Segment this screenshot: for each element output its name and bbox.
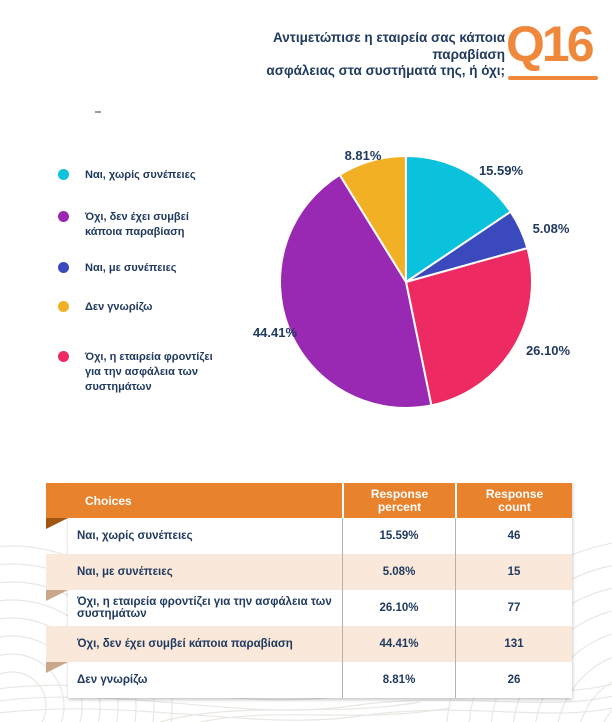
legend-item: Δεν γνωρίζω — [58, 300, 278, 315]
question-badge-underline — [508, 76, 598, 80]
legend-label: Ναι, χωρίς συνέπειες — [85, 169, 196, 181]
cell-choice: Δεν γνωρίζω — [77, 674, 148, 686]
cell-choice: Όχι, η εταιρεία φροντίζει για την ασφάλε… — [77, 596, 332, 620]
cell-count: 26 — [455, 662, 572, 698]
legend-item: Ναι, με συνέπειες — [58, 261, 278, 276]
cell-percent: 44.41% — [342, 626, 455, 662]
pie-slice — [338, 154, 408, 286]
legend-label: Όχι, η εταιρεία φροντίζει για την ασφάλε… — [85, 351, 213, 393]
cell-percent: 8.81% — [342, 662, 455, 698]
legend-dot-yellow — [58, 301, 69, 312]
pie-slice-percent-label: 26.10% — [526, 343, 571, 358]
cell-choice: Όχι, δεν έχει συμβεί κάποια παραβίαση — [77, 638, 293, 650]
pie-slice — [404, 246, 533, 407]
stray-dash-mark — [95, 111, 101, 113]
legend-item: Όχι, δεν έχει συμβεί κάποια παραβίαση — [58, 210, 278, 240]
legend-label: Όχι, δεν έχει συμβεί κάποια παραβίαση — [85, 211, 189, 238]
table-row: Ναι, χωρίς συνέπειες 15.59% 46 — [68, 518, 572, 554]
cell-choice: Ναι, με συνέπειες — [77, 566, 173, 578]
results-table: Choices Response percent Response count … — [46, 483, 572, 698]
column-header-response-percent: Response percent — [342, 483, 455, 518]
pie-slice — [405, 154, 512, 284]
table-row: Όχι, δεν έχει συμβεί κάποια παραβίαση 44… — [46, 626, 572, 662]
legend-dot-blue — [58, 262, 69, 273]
legend-dot-pink — [58, 351, 69, 362]
cell-count: 46 — [455, 518, 572, 554]
legend-dot-purple — [58, 211, 69, 222]
pie-slice — [279, 173, 433, 409]
pie-slice-percent-label: 8.81% — [345, 148, 382, 163]
column-header-choices: Choices — [85, 493, 132, 508]
question-number-badge: Q16 — [506, 16, 594, 72]
legend-item: Όχι, η εταιρεία φροντίζει για την ασφάλε… — [58, 350, 278, 395]
pie-slice-percent-label: 5.08% — [533, 221, 570, 236]
legend-label: Ναι, με συνέπειες — [85, 262, 177, 274]
legend-label: Δεν γνωρίζω — [85, 301, 153, 313]
cell-count: 15 — [455, 554, 572, 590]
legend-dot-cyan — [58, 169, 69, 180]
table-row: Ναι, με συνέπειες 5.08% 15 — [46, 554, 572, 590]
table-row: Δεν γνωρίζω 8.81% 26 — [68, 662, 572, 698]
column-header-response-count: Response count — [455, 483, 572, 518]
table-row: Όχι, η εταιρεία φροντίζει για την ασφάλε… — [68, 590, 572, 626]
cell-count: 77 — [455, 590, 572, 626]
pie-slice-percent-label: 15.59% — [479, 163, 524, 178]
table-header-row: Choices Response percent Response count — [46, 483, 572, 518]
pie-slice-percent-label: 44.41% — [253, 325, 298, 340]
cell-choice: Ναι, χωρίς συνέπειες — [77, 530, 193, 542]
legend-item: Ναι, χωρίς συνέπειες — [58, 168, 278, 183]
cell-percent: 26.10% — [342, 590, 455, 626]
question-title: Αντιμετώπισε η εταιρεία σας κάποια παραβ… — [266, 30, 505, 78]
cell-percent: 5.08% — [342, 554, 455, 590]
cell-percent: 15.59% — [342, 518, 455, 554]
cell-count: 131 — [455, 626, 572, 662]
